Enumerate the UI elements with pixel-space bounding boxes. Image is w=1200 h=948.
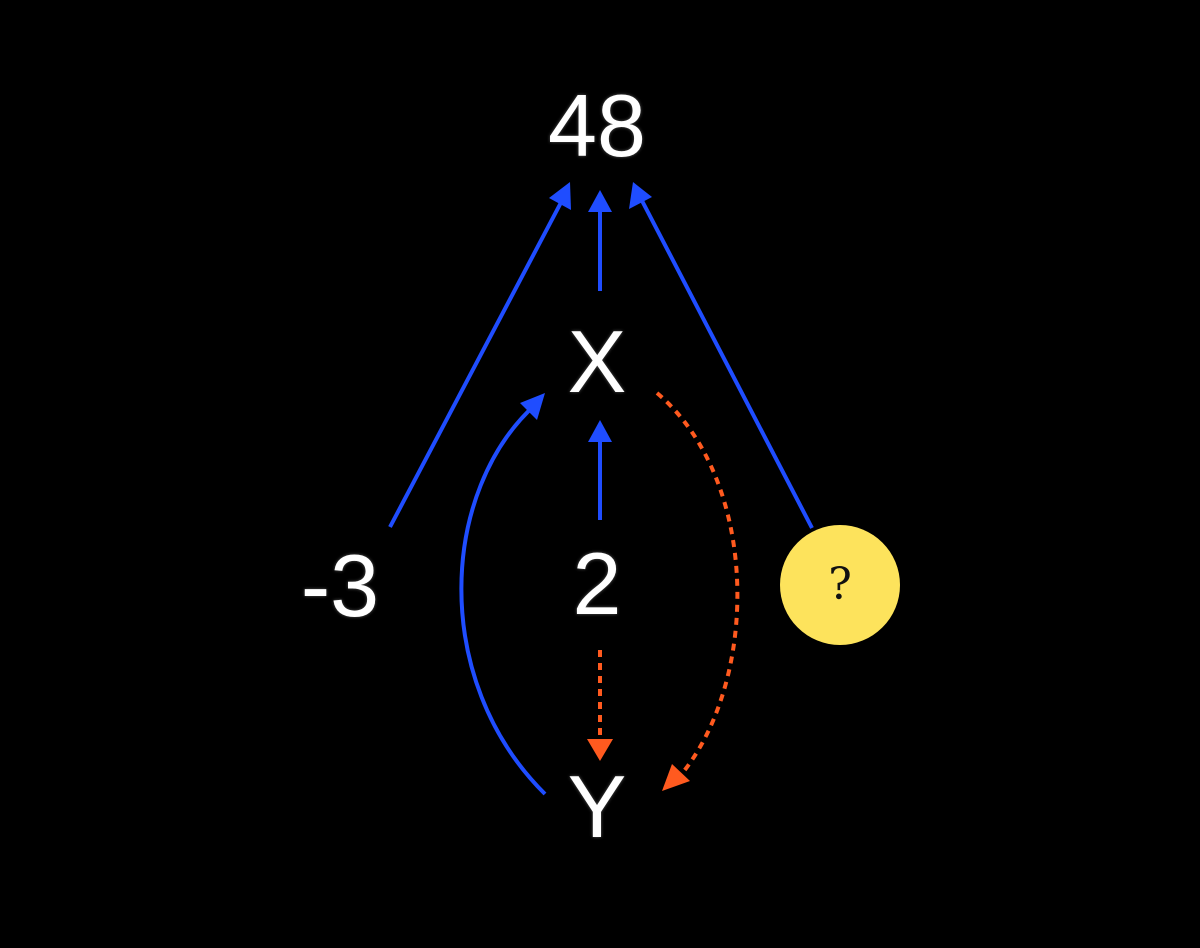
arrowhead-minus3-to-48 bbox=[549, 182, 571, 210]
arrowhead-unknown-to-48 bbox=[629, 182, 652, 209]
edge-minus3-to-48 bbox=[388, 192, 568, 528]
edge-y-to-x bbox=[459, 402, 547, 796]
node-x: X bbox=[567, 312, 627, 411]
question-mark-label: ? bbox=[828, 559, 852, 610]
arrowhead-x-to-y bbox=[662, 764, 690, 791]
node-48: 48 bbox=[548, 76, 646, 175]
unknown-node: ? bbox=[780, 525, 900, 645]
arrowhead-y-to-x bbox=[520, 393, 545, 420]
edge-unknown-to-48 bbox=[636, 192, 814, 529]
arrowhead-x-to-48 bbox=[588, 190, 612, 212]
edge-x-to-y bbox=[655, 391, 740, 778]
arrowhead-2-to-y bbox=[587, 739, 613, 761]
node-y: Y bbox=[567, 757, 627, 856]
node-2: 2 bbox=[572, 534, 622, 633]
node-minus-3: -3 bbox=[300, 536, 380, 635]
arrowhead-2-to-x bbox=[588, 420, 612, 442]
